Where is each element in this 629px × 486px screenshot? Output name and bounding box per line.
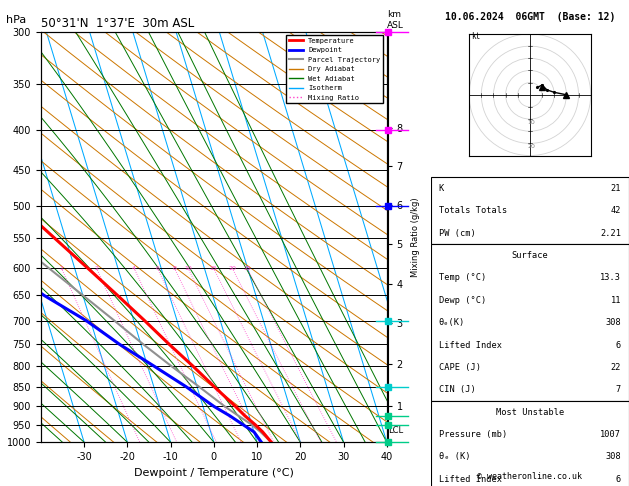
- Text: PW (cm): PW (cm): [439, 229, 476, 238]
- Y-axis label: hPa: hPa: [0, 227, 1, 247]
- Text: 7: 7: [616, 385, 621, 394]
- Text: kt: kt: [472, 32, 481, 41]
- Text: 11: 11: [611, 296, 621, 305]
- Text: 15: 15: [209, 266, 218, 271]
- Text: Totals Totals: Totals Totals: [439, 207, 507, 215]
- Text: 20: 20: [228, 266, 236, 271]
- Text: 10: 10: [184, 266, 192, 271]
- Text: 6: 6: [155, 266, 159, 271]
- Text: © weatheronline.co.uk: © weatheronline.co.uk: [477, 472, 582, 481]
- Text: Mixing Ratio (g/kg): Mixing Ratio (g/kg): [411, 197, 420, 277]
- Text: 1: 1: [60, 266, 64, 271]
- Text: hPa: hPa: [6, 16, 26, 25]
- Text: 25: 25: [243, 266, 251, 271]
- Text: 4: 4: [132, 266, 136, 271]
- Text: km
ASL: km ASL: [387, 10, 404, 30]
- Text: 42: 42: [611, 207, 621, 215]
- Text: Lifted Index: Lifted Index: [439, 341, 502, 349]
- Text: Dewp (°C): Dewp (°C): [439, 296, 486, 305]
- FancyBboxPatch shape: [431, 244, 629, 401]
- Text: 6: 6: [616, 341, 621, 349]
- Text: Temp (°C): Temp (°C): [439, 274, 486, 282]
- X-axis label: Dewpoint / Temperature (°C): Dewpoint / Temperature (°C): [134, 468, 294, 478]
- Text: Lifted Index: Lifted Index: [439, 475, 502, 484]
- Text: 21: 21: [611, 184, 621, 193]
- Text: CAPE (J): CAPE (J): [439, 363, 481, 372]
- Text: 50°31'N  1°37'E  30m ASL: 50°31'N 1°37'E 30m ASL: [41, 17, 194, 31]
- Text: 10.06.2024  06GMT  (Base: 12): 10.06.2024 06GMT (Base: 12): [445, 12, 615, 22]
- Text: 8: 8: [172, 266, 176, 271]
- Text: Most Unstable: Most Unstable: [496, 408, 564, 417]
- Text: θₑ (K): θₑ (K): [439, 452, 470, 461]
- FancyBboxPatch shape: [431, 401, 629, 486]
- Text: K: K: [439, 184, 444, 193]
- Text: 308: 308: [605, 452, 621, 461]
- Text: CIN (J): CIN (J): [439, 385, 476, 394]
- Text: LCL: LCL: [389, 426, 404, 434]
- FancyBboxPatch shape: [431, 177, 629, 244]
- Text: 10: 10: [527, 120, 535, 125]
- Text: 13.3: 13.3: [600, 274, 621, 282]
- Text: 22: 22: [611, 363, 621, 372]
- Text: 2.21: 2.21: [600, 229, 621, 238]
- Text: 308: 308: [605, 318, 621, 327]
- Text: 1007: 1007: [600, 430, 621, 439]
- Legend: Temperature, Dewpoint, Parcel Trajectory, Dry Adiabat, Wet Adiabat, Isotherm, Mi: Temperature, Dewpoint, Parcel Trajectory…: [286, 35, 383, 104]
- Text: 20: 20: [527, 144, 535, 149]
- Text: Pressure (mb): Pressure (mb): [439, 430, 507, 439]
- Text: θₑ(K): θₑ(K): [439, 318, 465, 327]
- Text: 6: 6: [616, 475, 621, 484]
- Text: 2: 2: [94, 266, 98, 271]
- Text: Surface: Surface: [511, 251, 548, 260]
